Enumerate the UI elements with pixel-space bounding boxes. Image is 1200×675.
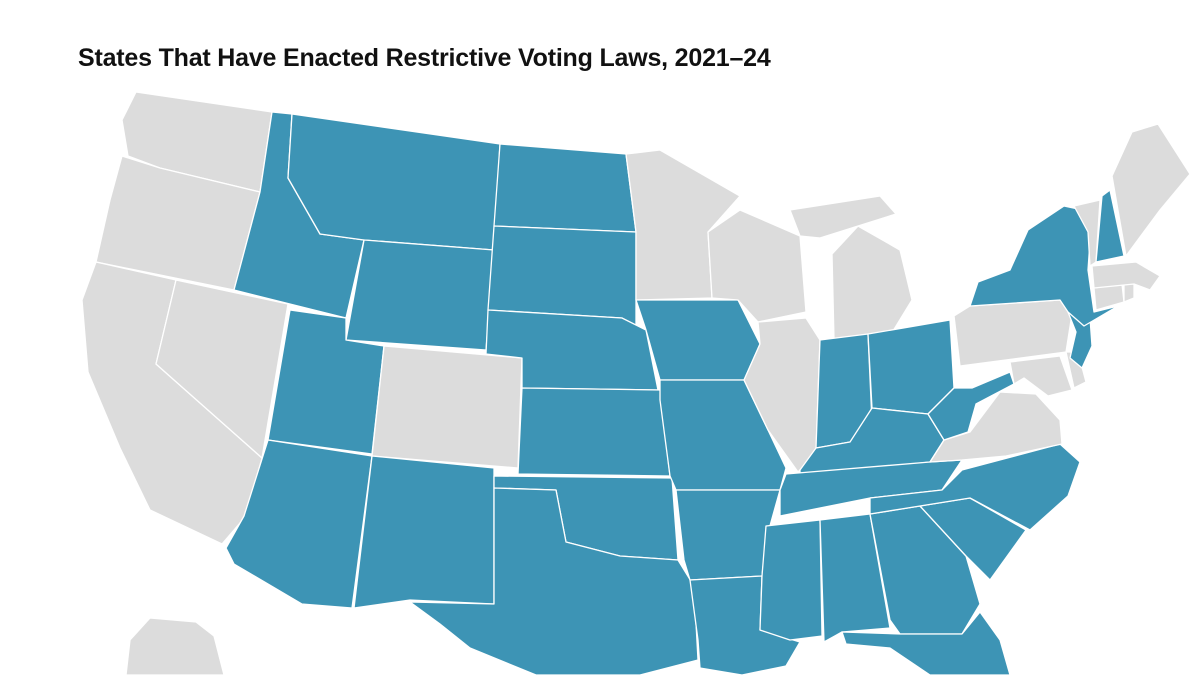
state-AL — [819, 513, 891, 643]
state-MI-upper — [789, 195, 897, 239]
state-CO — [371, 345, 523, 469]
map-title: States That Have Enacted Restrictive Vot… — [78, 44, 771, 72]
state-MS — [759, 519, 823, 641]
state-AK — [125, 617, 225, 675]
state-WY — [345, 239, 495, 351]
state-FL — [841, 611, 1011, 675]
state-NM — [353, 455, 495, 609]
state-MA — [1091, 261, 1161, 291]
state-MD — [1009, 355, 1073, 397]
state-RI — [1123, 283, 1135, 303]
state-KS — [517, 387, 671, 477]
states-layer — [81, 91, 1191, 675]
state-NY — [969, 205, 1119, 327]
state-IL — [743, 317, 821, 473]
state-MI — [831, 225, 913, 341]
state-ND — [493, 143, 637, 233]
state-WI — [707, 209, 807, 323]
state-OH — [867, 319, 955, 415]
state-TX — [409, 487, 699, 675]
state-VT — [1073, 199, 1101, 267]
state-ME — [1111, 123, 1191, 257]
state-MT — [287, 113, 501, 251]
state-TN — [779, 459, 963, 517]
state-NC — [869, 443, 1081, 531]
state-NH — [1095, 189, 1125, 263]
state-IA — [635, 299, 761, 381]
